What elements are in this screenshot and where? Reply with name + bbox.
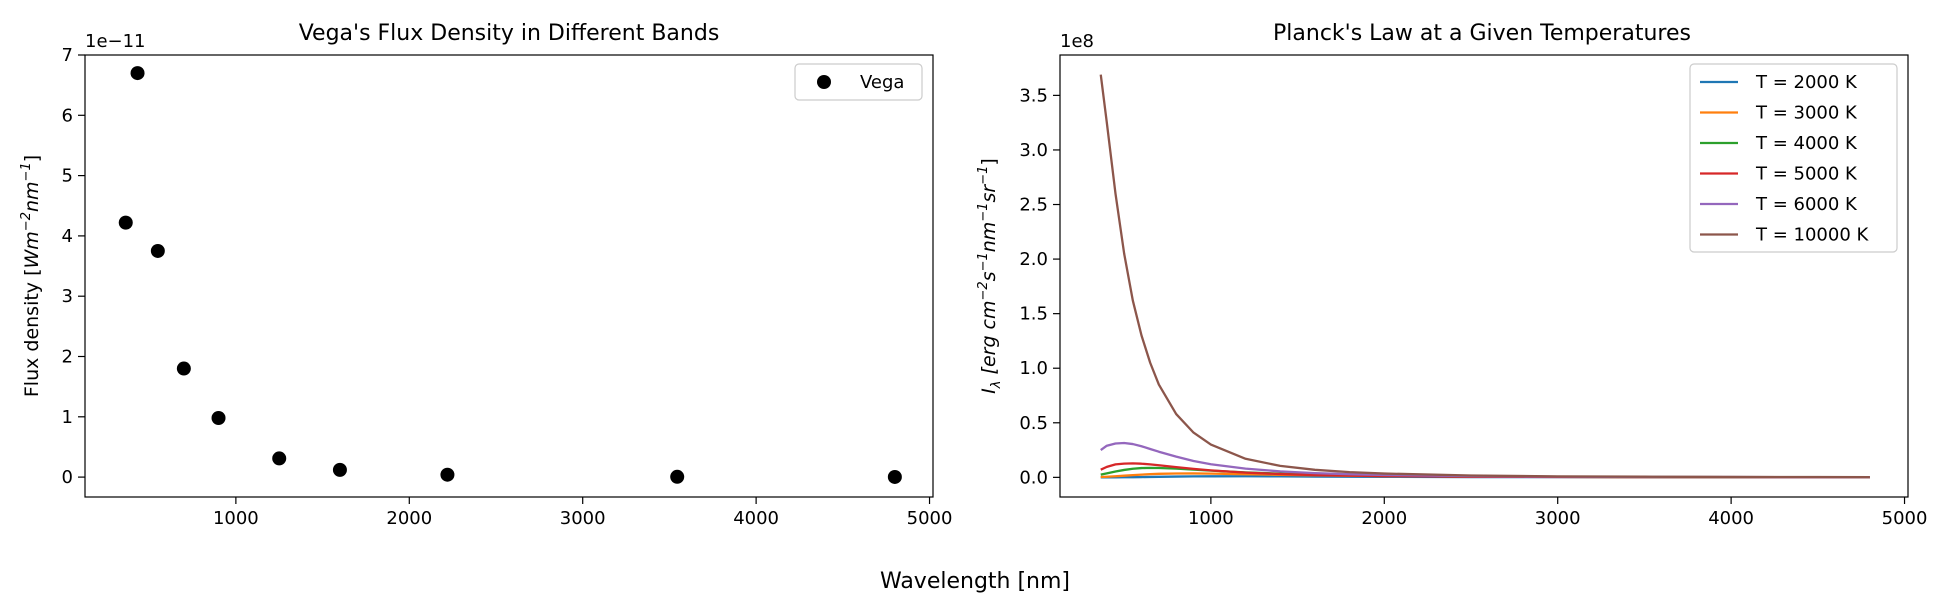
x-tick-label: 1000 xyxy=(213,508,259,529)
y-axis: 0.0 0.5 1.0 1.5 2.0 2.5 3.0 3.5 xyxy=(1019,85,1060,488)
y-axis-label-exp-1: −2 xyxy=(976,281,991,300)
legend-label-t-3000-k: T = 3000 K xyxy=(1755,103,1858,124)
x-tick-label: 5000 xyxy=(1882,508,1928,529)
x-axis: 1000 2000 3000 4000 5000 xyxy=(213,497,952,529)
y-axis-label-nm: nm xyxy=(978,222,1000,253)
y-axis-label-exp-2: −1 xyxy=(976,252,991,271)
y-tick-label: 3.0 xyxy=(1019,140,1048,161)
flux-density-chart: Vega's Flux Density in Different Bands 1… xyxy=(19,21,952,529)
y-axis-label-sub: λ xyxy=(989,381,1004,390)
y-axis-label-unit-nm: nm xyxy=(21,181,43,212)
y-tick-label: 3.5 xyxy=(1019,85,1048,106)
y-axis-label-text: [erg cm xyxy=(978,300,1000,380)
data-point xyxy=(332,462,347,477)
series-line-t-10000-k xyxy=(1099,74,1870,479)
y-tick-label: 0.0 xyxy=(1019,467,1048,488)
series-line-t-6000-k xyxy=(1100,441,1870,479)
legend-label-t-5000-k: T = 5000 K xyxy=(1755,164,1858,185)
data-point xyxy=(211,411,226,426)
x-axis: 1000 2000 3000 4000 5000 xyxy=(1188,497,1927,529)
y-tick-label: 5 xyxy=(62,166,73,187)
data-point xyxy=(440,467,455,482)
y-tick-label: 0.5 xyxy=(1019,413,1048,434)
plot-area xyxy=(84,54,934,498)
data-point xyxy=(272,451,287,466)
data-point xyxy=(118,215,133,230)
data-point xyxy=(130,66,145,81)
legend-label-t-10000-k: T = 10000 K xyxy=(1755,225,1870,246)
legend-label-t-4000-k: T = 4000 K xyxy=(1755,133,1858,154)
x-tick-label: 2000 xyxy=(386,508,432,529)
plot-area xyxy=(1059,54,1909,498)
legend: Vega xyxy=(794,63,923,101)
data-point xyxy=(150,243,165,258)
y-tick-label: 4 xyxy=(62,226,73,247)
data-point xyxy=(176,361,191,376)
legend-label-t-2000-k: T = 2000 K xyxy=(1755,72,1858,93)
y-axis-label-exp-3: −1 xyxy=(976,203,991,222)
legend-label-t-6000-k: T = 6000 K xyxy=(1755,194,1858,215)
y-axis-label: Iλ [erg cm−2s−1nm−1sr−1] xyxy=(976,158,1004,394)
legend-frame xyxy=(794,63,923,101)
y-axis-label-text: Flux density [ xyxy=(21,268,43,397)
x-tick-label: 4000 xyxy=(733,508,779,529)
y-tick-label: 1.0 xyxy=(1019,358,1048,379)
y-tick-label: 3 xyxy=(62,286,73,307)
y-axis-label-var: I xyxy=(978,388,1000,394)
y-axis-label-unit-w: Wm xyxy=(21,231,43,268)
y-tick-label: 0 xyxy=(62,467,73,488)
x-tick-label: 5000 xyxy=(907,508,953,529)
y-axis-label-close: ] xyxy=(978,158,1000,165)
x-tick-label: 4000 xyxy=(1708,508,1754,529)
shared-x-axis-label: Wavelength [nm] xyxy=(880,569,1070,594)
y-tick-label: 1.5 xyxy=(1019,304,1048,325)
x-tick-label: 3000 xyxy=(560,508,606,529)
y-axis-label-sr: sr xyxy=(978,184,1000,203)
legend: T = 2000 K T = 3000 K T = 4000 K T = 5000 K… xyxy=(1689,63,1898,253)
y-axis-label-s: s xyxy=(978,271,1000,281)
y-axis-label-close: ] xyxy=(21,155,43,162)
data-point xyxy=(887,469,902,484)
data-point xyxy=(670,469,685,484)
y-offset-label: 1e−11 xyxy=(85,31,146,52)
y-offset-label: 1e8 xyxy=(1060,31,1094,52)
x-tick-label: 3000 xyxy=(1535,508,1581,529)
y-axis-label-exp-1: −2 xyxy=(19,212,34,231)
x-tick-label: 1000 xyxy=(1188,508,1234,529)
legend-frame xyxy=(1689,63,1898,253)
chart-title: Planck's Law at a Given Temperatures xyxy=(1273,21,1691,46)
data-points xyxy=(118,66,902,484)
x-tick-label: 2000 xyxy=(1361,508,1407,529)
y-tick-label: 1 xyxy=(62,407,73,428)
planck-law-chart: Planck's Law at a Given Temperatures 1e8… xyxy=(976,21,1927,529)
legend-label-vega: Vega xyxy=(860,72,904,93)
y-axis-label-exp-4: −1 xyxy=(976,166,991,185)
y-tick-label: 2.0 xyxy=(1019,249,1048,270)
y-axis: 0 1 2 3 4 5 6 7 xyxy=(62,45,85,488)
y-tick-label: 2.5 xyxy=(1019,195,1048,216)
y-tick-label: 6 xyxy=(62,105,73,126)
y-tick-label: 2 xyxy=(62,347,73,368)
y-tick-label: 7 xyxy=(62,45,73,66)
series-lines xyxy=(1099,74,1870,479)
legend-marker-vega xyxy=(817,75,831,89)
y-axis-label: Flux density [Wm−2nm−1] xyxy=(19,155,43,397)
chart-title: Vega's Flux Density in Different Bands xyxy=(299,21,720,46)
y-axis-label-exp-2: −1 xyxy=(19,162,34,181)
